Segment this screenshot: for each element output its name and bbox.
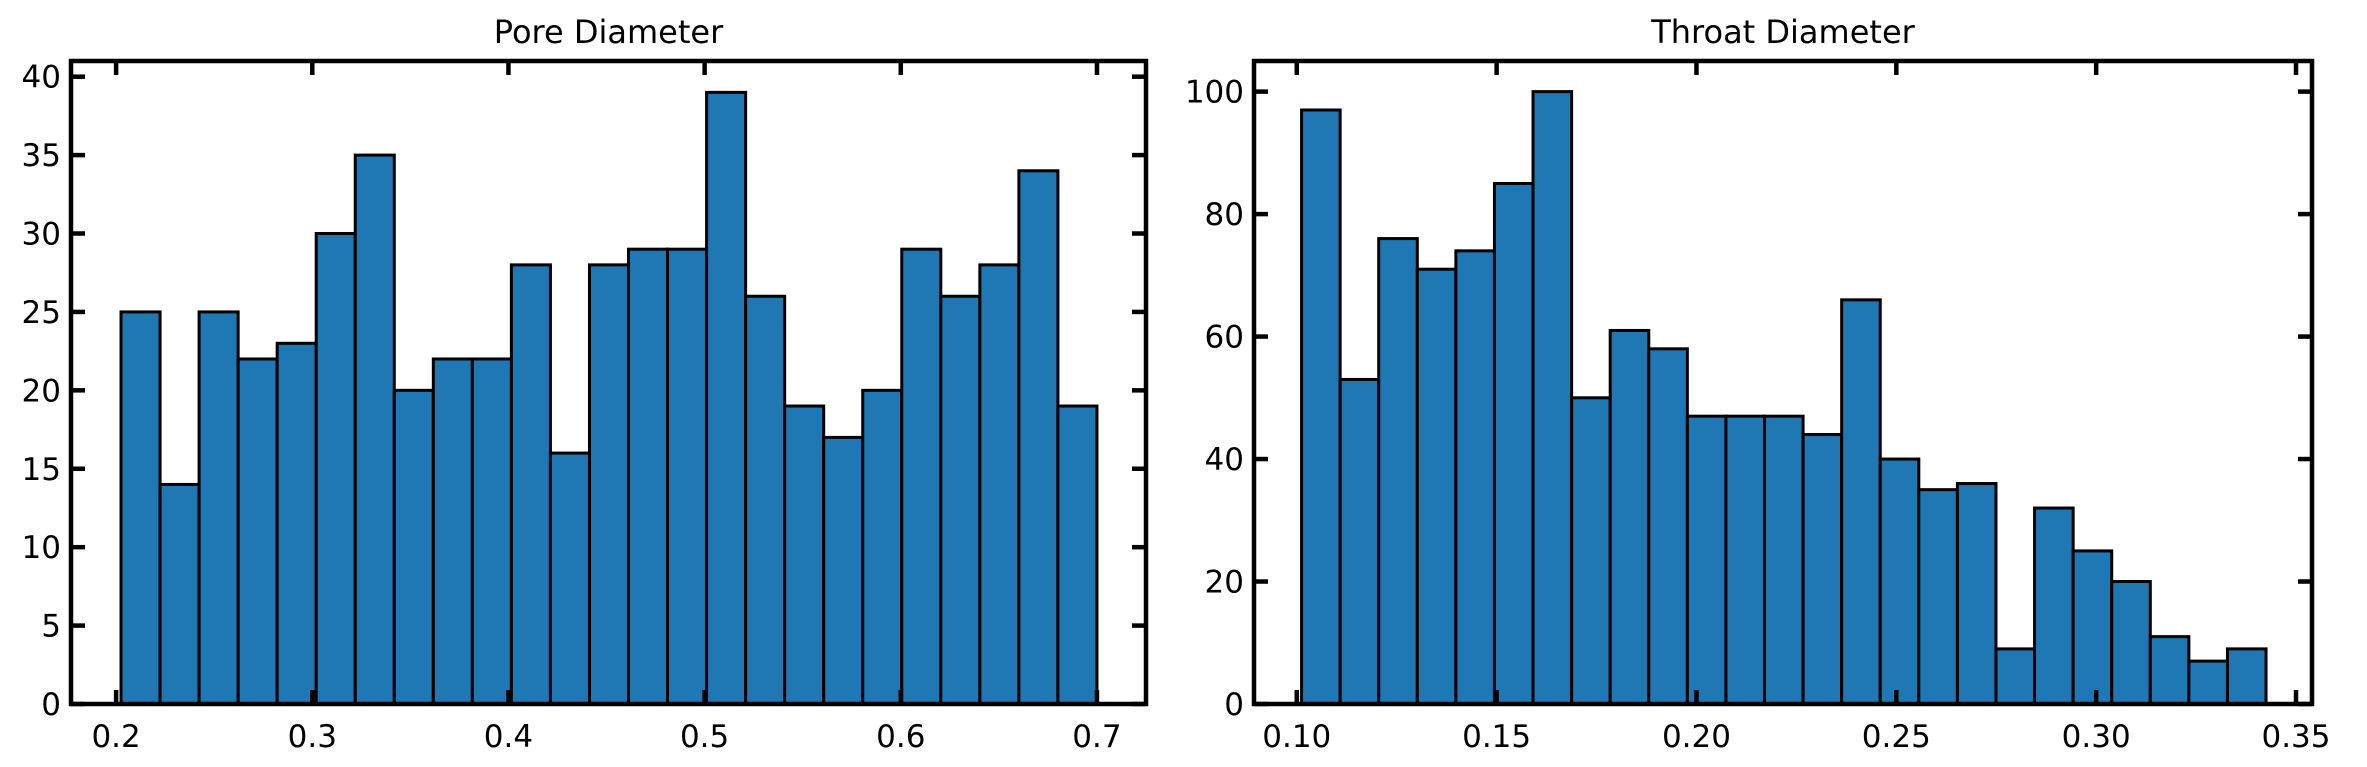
histogram-bar <box>1647 347 1689 706</box>
x-tick-label: 0.15 <box>1462 719 1531 755</box>
y-tick-label: 40 <box>22 60 61 96</box>
y-tick-label: 60 <box>1205 320 1244 356</box>
y-tick-label: 15 <box>22 452 61 488</box>
histogram-bar <box>1056 404 1099 706</box>
histogram-bar <box>744 294 787 706</box>
histogram-bar <box>158 482 201 706</box>
y-tick-label: 100 <box>1185 75 1244 111</box>
histogram-bar <box>392 388 435 706</box>
histogram-bar <box>1608 328 1651 706</box>
histogram-bar <box>236 357 279 706</box>
histogram-bar <box>1763 414 1805 706</box>
histogram-panel-2: 0.10 0.15 0.20 0.25 0.30 0.35 0 20 40 60 80 100 Thro… <box>1185 13 2331 755</box>
histogram-bar <box>2071 549 2114 706</box>
y-tick-label: 10 <box>22 530 61 566</box>
histogram-bar <box>2110 580 2152 706</box>
histogram-bar <box>275 341 318 706</box>
y-tick-label: 40 <box>1205 442 1244 478</box>
histogram-bar <box>1570 396 1612 706</box>
histogram-bar <box>1338 377 1381 706</box>
histogram-bar <box>1531 90 1574 706</box>
x-tick-label: 0.5 <box>680 719 729 755</box>
histogram-bar <box>861 388 904 706</box>
histogram-bar <box>470 357 513 706</box>
histogram-bar <box>1685 414 1728 706</box>
plot-frame <box>68 58 1149 707</box>
y-tick-label: 80 <box>1205 197 1244 233</box>
histogram-bar <box>1801 433 1844 706</box>
x-tick-label: 0.4 <box>484 719 533 755</box>
histogram-bar <box>1415 267 1458 706</box>
y-tick-label: 25 <box>22 295 61 331</box>
x-tick-label: 0.6 <box>876 719 925 755</box>
histogram-bar <box>1724 414 1767 706</box>
histogram-bar <box>939 294 982 706</box>
histogram-bar <box>1917 488 1959 706</box>
histogram-bar <box>548 451 591 706</box>
x-tick-label: 0.20 <box>1662 719 1731 755</box>
x-tick-label: 0.35 <box>2261 719 2330 755</box>
histogram-bar <box>1840 298 1882 706</box>
histogram-bar <box>666 247 709 706</box>
histogram-bar <box>1017 169 1060 706</box>
y-tick-label: 30 <box>22 217 61 253</box>
y-tick-label: 5 <box>41 609 61 645</box>
histogram-bar <box>783 404 826 706</box>
histogram-bar <box>2187 659 2229 706</box>
y-tick-label: 35 <box>22 138 61 174</box>
y-tick-label: 0 <box>41 687 61 723</box>
histogram-bar <box>978 263 1021 706</box>
histogram-panel-1: 0.2 0.3 0.4 0.5 0.6 0.7 0 5 10 15 20 25 30 35 40 Pore D… <box>22 13 1149 755</box>
histogram-bar <box>2225 647 2268 706</box>
y-tick-label: 0 <box>1224 687 1244 723</box>
histogram-bar <box>1878 457 1921 706</box>
histogram-bar <box>1300 108 1342 706</box>
histogram-bar <box>1492 181 1535 706</box>
histogram-bar <box>197 310 240 706</box>
x-tick-label: 0.7 <box>1072 719 1121 755</box>
histogram-bar <box>2033 506 2075 706</box>
x-tick-label: 0.10 <box>1262 719 1331 755</box>
x-tick-label: 0.3 <box>288 719 337 755</box>
histogram-bar <box>822 435 865 706</box>
histogram-bar <box>2148 635 2191 706</box>
histogram-bar <box>900 247 943 706</box>
chart-title: Throat Diameter <box>1650 13 1915 51</box>
histogram-bar <box>1994 647 2037 706</box>
histogram-bar <box>353 153 396 706</box>
y-tick-label: 20 <box>1205 565 1244 601</box>
histogram-bar <box>119 310 162 706</box>
histogram-bar <box>431 357 474 706</box>
histogram-bar <box>705 90 748 706</box>
chart-title: Pore Diameter <box>494 13 724 51</box>
histogram-bar <box>314 232 357 706</box>
x-tick-label: 0.30 <box>2062 719 2131 755</box>
histogram-bar <box>509 263 552 706</box>
histogram-bar <box>627 247 670 706</box>
histogram-bar <box>1454 249 1496 706</box>
histogram-bar <box>587 263 631 706</box>
y-tick-label: 20 <box>22 373 61 409</box>
x-tick-label: 0.2 <box>91 719 140 755</box>
histogram-bar <box>1955 482 1998 706</box>
plot-frame <box>1251 58 2315 707</box>
histogram-bar <box>1377 237 1419 706</box>
x-tick-label: 0.25 <box>1862 719 1931 755</box>
